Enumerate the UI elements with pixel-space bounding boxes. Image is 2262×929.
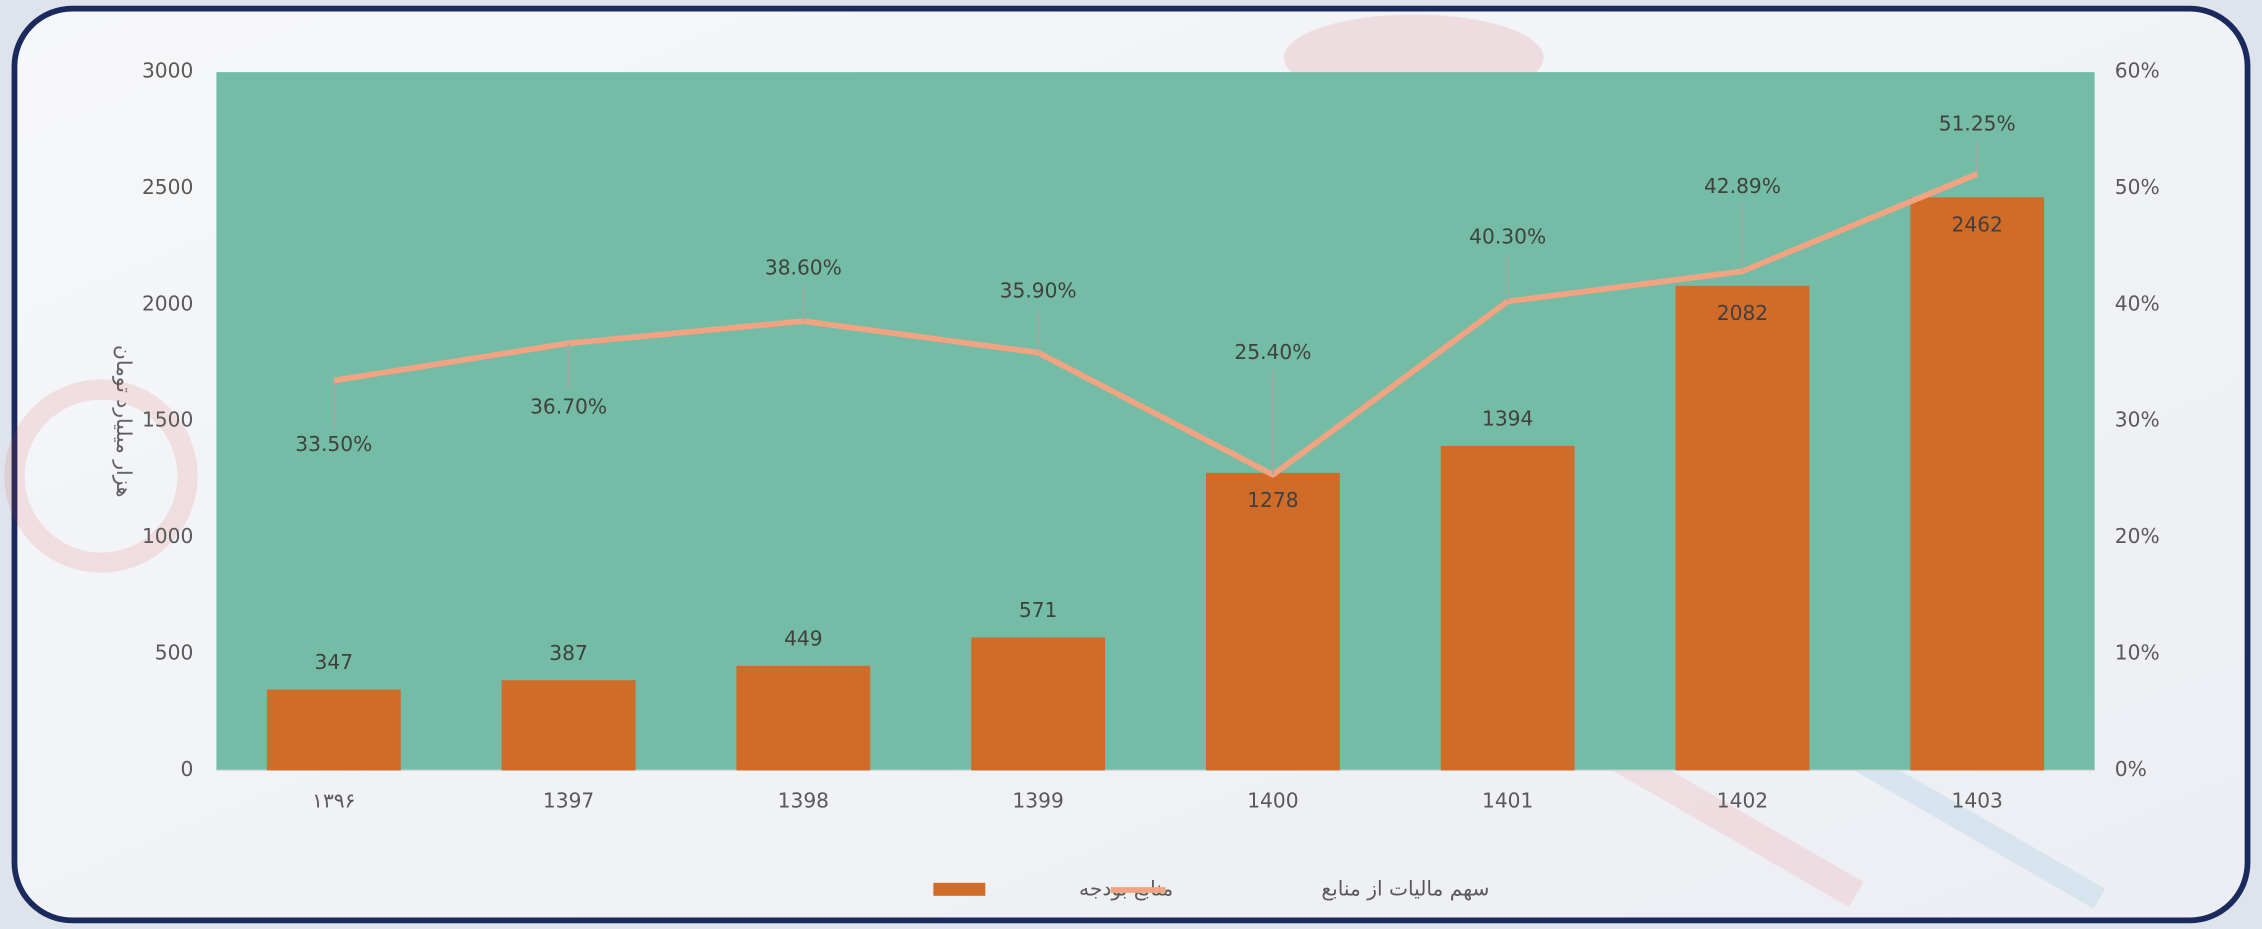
y-tick-label: 1500 (142, 408, 193, 432)
x-tick-label: 1399 (1012, 789, 1063, 813)
x-tick-label: 1400 (1247, 789, 1298, 813)
y-tick-label: 500 (155, 640, 194, 664)
line-value-label: 40.30% (1469, 224, 1546, 248)
line-value-label: 42.89% (1704, 174, 1781, 198)
line-value-label: 35.90% (1000, 278, 1077, 302)
x-tick-label: 1401 (1482, 789, 1533, 813)
plot-area (216, 72, 2095, 771)
y2-tick-label: 60% (2115, 59, 2160, 83)
line-value-label: 36.70% (530, 395, 607, 419)
bar-value-label: 347 (315, 650, 354, 674)
y-tick-label: 2500 (142, 175, 193, 199)
bar (1675, 285, 1810, 771)
y-tick-label: 1000 (142, 524, 193, 548)
x-tick-label: ۱۳۹۶ (312, 789, 355, 813)
y2-tick-label: 50% (2115, 175, 2160, 199)
line (333, 171, 1979, 478)
x-tick-label: 1402 (1717, 789, 1768, 813)
y-tick-label: 0 (180, 757, 193, 781)
bar (1910, 197, 2045, 771)
bar (736, 665, 871, 771)
bar-value-label: 2462 (1952, 213, 2003, 237)
y2-tick-label: 10% (2115, 640, 2160, 664)
y2-tick-label: 40% (2115, 291, 2160, 315)
bar-value-label: 571 (1019, 598, 1058, 622)
bar (266, 689, 401, 771)
bar-value-label: 1278 (1247, 488, 1298, 512)
y-axis-label: هزار میلیارد تومان (112, 345, 136, 497)
line-value-label: 25.40% (1234, 340, 1311, 364)
x-tick-label: 1397 (543, 789, 594, 813)
line-value-label: 51.25% (1939, 111, 2016, 135)
x-tick-label: 1403 (1952, 789, 2003, 813)
bar-value-label: 1394 (1482, 406, 1533, 430)
bar (971, 637, 1106, 771)
bar-value-label: 2082 (1717, 301, 1768, 325)
legend-swatch (933, 882, 986, 896)
legend-label: سهم مالیات از منابع (1321, 877, 1489, 901)
bar (1440, 445, 1575, 771)
x-tick-label: 1398 (778, 789, 829, 813)
y-tick-label: 2000 (142, 291, 193, 315)
y-tick-label: 3000 (142, 59, 193, 83)
y2-tick-label: 20% (2115, 524, 2160, 548)
line-value-label: 38.60% (765, 256, 842, 280)
bar (501, 680, 636, 771)
y2-tick-label: 0% (2115, 757, 2147, 781)
y2-tick-label: 30% (2115, 408, 2160, 432)
bar (1205, 472, 1340, 771)
bar-value-label: 449 (784, 626, 823, 650)
line-value-label: 33.50% (295, 432, 372, 456)
bar-value-label: 387 (549, 641, 588, 665)
